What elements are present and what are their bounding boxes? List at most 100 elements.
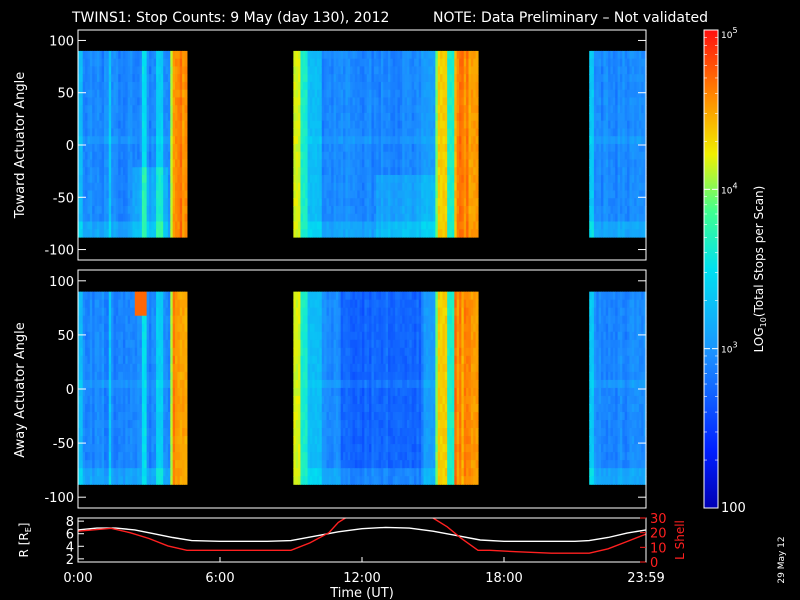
heatmap-cell [175,66,178,75]
heatmap-cell [447,74,451,83]
heatmap-cell [371,81,375,91]
heatmap-cell [158,403,162,413]
heatmap-cell [373,182,377,192]
heatmap-cell [373,167,377,176]
heatmap-cell [397,74,401,83]
heatmap-cell [293,436,297,445]
heatmap-cell [78,221,81,230]
heatmap-cell [305,198,309,207]
heatmap-cell [85,174,89,184]
heatmap-cell [177,452,181,461]
heatmap-cell [172,403,176,413]
heatmap-cell [307,167,311,176]
heatmap-cell [134,120,138,130]
heatmap-cell [153,105,157,114]
heatmap-cell [137,167,141,176]
heatmap-cell [612,58,616,68]
heatmap-cell [421,182,425,192]
heatmap-cell [172,128,176,137]
heatmap-cell [404,221,408,230]
heatmap-cell [153,89,157,99]
heatmap-cell [357,229,361,238]
heatmap-cell [411,198,415,207]
heatmap-cell [357,66,361,75]
heatmap-cell [395,151,399,161]
heatmap-cell [359,159,363,168]
heatmap-cell [603,221,607,230]
heatmap-cell [144,291,148,301]
heatmap-cell [362,143,365,153]
heatmap-cell [331,136,335,145]
heatmap-cell [80,355,84,365]
heatmap-cell [593,159,597,168]
heatmap-cell [302,174,306,184]
heatmap-cell [309,387,313,397]
heatmap-cell [641,182,645,192]
heatmap-cell [295,468,299,477]
heatmap-cell [163,97,167,106]
heatmap-cell [293,331,297,341]
heatmap-cell [99,213,103,223]
heatmap-cell [106,331,110,341]
heatmap-cell [444,81,448,91]
heatmap-cell [115,299,119,309]
heatmap-cell [442,66,446,75]
heatmap-cell [371,221,375,230]
heatmap-cell [85,58,89,68]
heatmap-cell [593,167,597,176]
heatmap-cell [87,411,91,421]
heatmap-cell [115,205,119,215]
heatmap-cell [643,97,647,106]
heatmap-cell [151,371,155,381]
heatmap-cell [94,81,98,91]
heatmap-cell [167,174,171,184]
heatmap-cell [305,315,309,325]
heatmap-cell [612,128,616,137]
heatmap-cell [118,436,122,445]
heatmap-cell [610,167,614,176]
heatmap-cell [160,331,164,341]
heatmap-cell [113,291,117,301]
heatmap-cell [352,174,356,184]
heatmap-cell [617,174,621,184]
heatmap-cell [182,355,186,365]
heatmap-cell [80,339,84,349]
heatmap-cell [139,74,143,83]
heatmap-cell [104,371,107,381]
heatmap-cell [122,190,126,199]
heatmap-cell [108,420,112,429]
heatmap-cell [170,363,174,373]
heatmap-cell [163,74,167,83]
heatmap-cell [354,221,358,230]
heatmap-cell [321,315,325,325]
heatmap-cell [170,89,174,99]
heatmap-cell [85,395,89,405]
heatmap-cell [312,66,316,75]
heatmap-cell [321,74,325,83]
heatmap-cell [331,81,335,91]
heatmap-cell [414,167,418,176]
heatmap-cell [179,151,183,161]
heatmap-cell [177,143,181,153]
heatmap-cell [416,120,420,130]
heatmap-cell [461,167,465,176]
heatmap-cell [118,460,122,469]
heatmap-cell [175,395,178,405]
heatmap-cell [402,167,406,176]
heatmap-cell [414,190,418,199]
heatmap-cell [130,112,134,122]
heatmap-cell [305,182,309,192]
heatmap-cell [302,355,306,365]
heatmap-cell [106,420,110,429]
heatmap-cell [146,331,150,341]
heatmap-cell [369,229,373,238]
heatmap-cell [160,136,164,145]
heatmap-cell [638,136,642,145]
heatmap-cell [411,174,415,184]
heatmap-cell [96,299,100,309]
heatmap-cell [359,143,363,153]
heatmap-cell [94,167,98,176]
heatmap-cell [167,81,171,91]
heatmap-cell [104,331,107,341]
heatmap-cell [331,182,335,192]
